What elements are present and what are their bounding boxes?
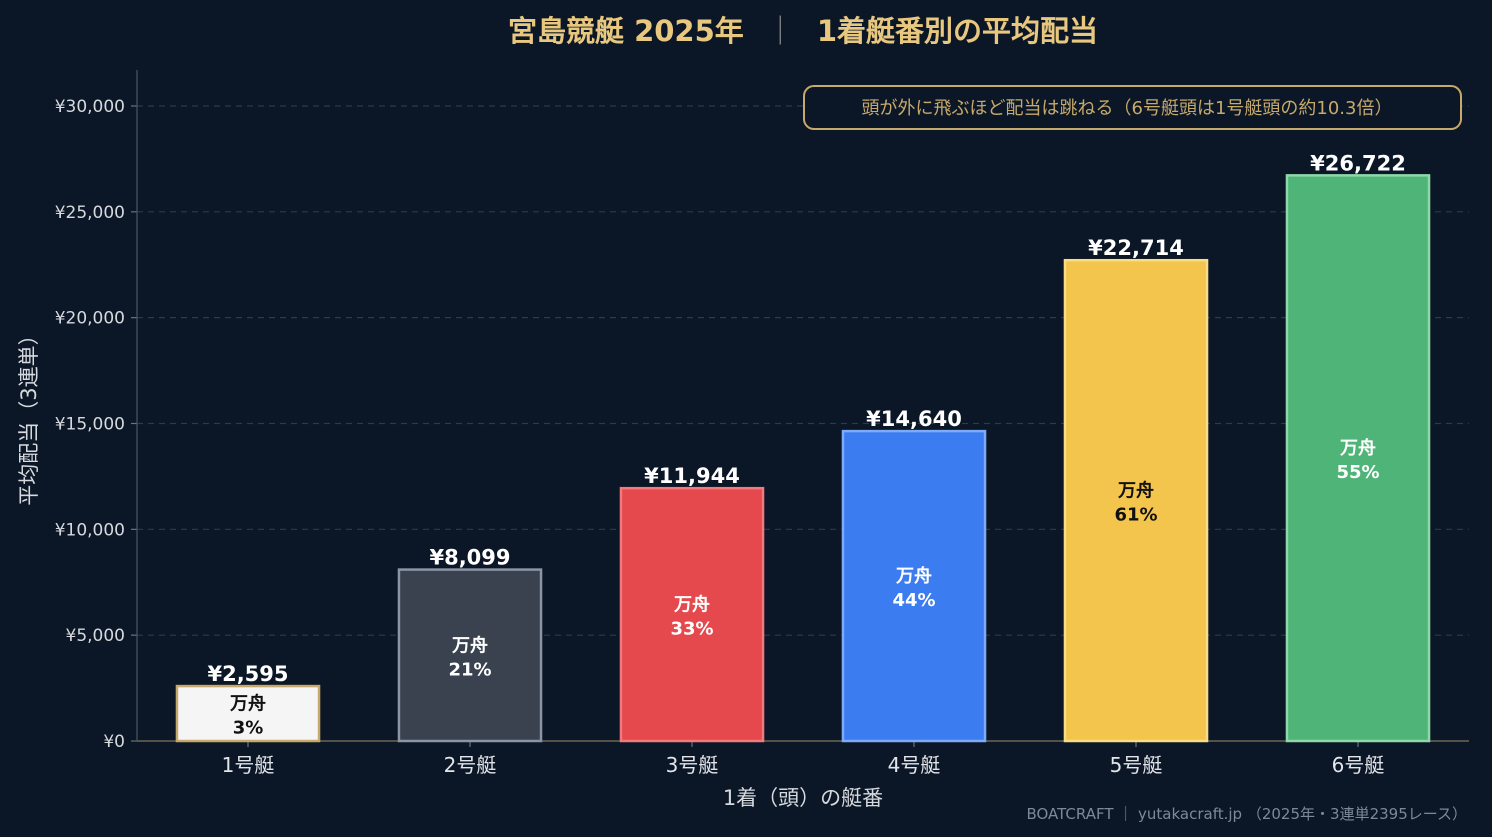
manshu-label: 万舟 <box>229 693 266 715</box>
bar-4 <box>841 429 987 743</box>
manshu-label: 万舟 <box>673 594 710 616</box>
x-tick-label: 4号艇 <box>888 753 941 777</box>
bar-6 <box>1285 174 1431 743</box>
y-tick-label: ¥20,000 <box>55 309 125 329</box>
x-tick-label: 5号艇 <box>1110 753 1163 777</box>
manshu-label: 万舟 <box>451 634 488 656</box>
y-tick-label: ¥5,000 <box>66 626 125 646</box>
bar-2 <box>397 568 543 743</box>
y-axis-title: 平均配当（3連単） <box>17 324 41 505</box>
bar-3 <box>619 486 765 743</box>
footer-credit: BOATCRAFT ｜ yutakacraft.jp （2025年・3連単239… <box>1026 805 1467 823</box>
manshu-label: 万舟 <box>1117 480 1154 502</box>
y-tick-label: ¥30,000 <box>55 97 125 117</box>
x-tick-label: 2号艇 <box>444 753 497 777</box>
value-label: ¥2,595 <box>207 662 288 686</box>
value-label: ¥14,640 <box>866 407 962 431</box>
grid-layer <box>137 105 1469 636</box>
chart-title-separator: ｜ <box>766 14 795 48</box>
manshu-rate: 44% <box>892 590 935 611</box>
x-tick-label: 6号艇 <box>1332 753 1385 777</box>
value-label: ¥8,099 <box>429 546 510 570</box>
chart-title: 宮島競艇 2025年 ｜ 1着艇番別の平均配当 <box>508 14 1098 48</box>
annotation-box: 頭が外に飛ぶほど配当は跳ねる（6号艇頭は1号艇頭の約10.3倍） <box>803 85 1462 130</box>
axis-layer: ¥0 ¥5,000 ¥10,000 ¥15,000 ¥20,000 ¥25,000 ¥30,… <box>55 70 1469 777</box>
y-tick-label: ¥15,000 <box>55 414 125 434</box>
y-tick-label: ¥0 <box>103 732 125 752</box>
bar-5 <box>1063 258 1209 743</box>
manshu-rate: 61% <box>1114 505 1157 526</box>
x-tick-label: 1号艇 <box>222 753 275 777</box>
y-tick-label: ¥10,000 <box>55 520 125 540</box>
bar-1 <box>175 684 321 743</box>
x-tick-label: 3号艇 <box>666 753 719 777</box>
value-label: ¥11,944 <box>644 464 740 488</box>
chart-title-sub: 1着艇番別の平均配当 <box>817 14 1098 48</box>
y-tick-label: ¥25,000 <box>55 203 125 223</box>
bar-layer <box>175 174 1431 743</box>
manshu-label: 万舟 <box>1339 437 1376 459</box>
manshu-rate: 21% <box>448 659 491 680</box>
x-axis-title: 1着（頭）の艇番 <box>723 786 883 810</box>
manshu-label: 万舟 <box>895 565 932 587</box>
value-label: ¥26,722 <box>1310 151 1406 175</box>
manshu-rate: 33% <box>670 619 713 640</box>
chart-title-main: 宮島競艇 2025年 <box>508 14 744 48</box>
manshu-rate: 55% <box>1336 462 1379 483</box>
value-label: ¥22,714 <box>1088 236 1184 260</box>
annotation-text: 頭が外に飛ぶほど配当は跳ねる（6号艇頭は1号艇頭の約10.3倍） <box>862 98 1393 119</box>
manshu-rate: 3% <box>233 718 264 739</box>
label-layer: ¥2,595 万舟 3% ¥8,099 万舟 21% ¥11,944 万舟 33% ¥14,640… <box>207 151 1405 738</box>
